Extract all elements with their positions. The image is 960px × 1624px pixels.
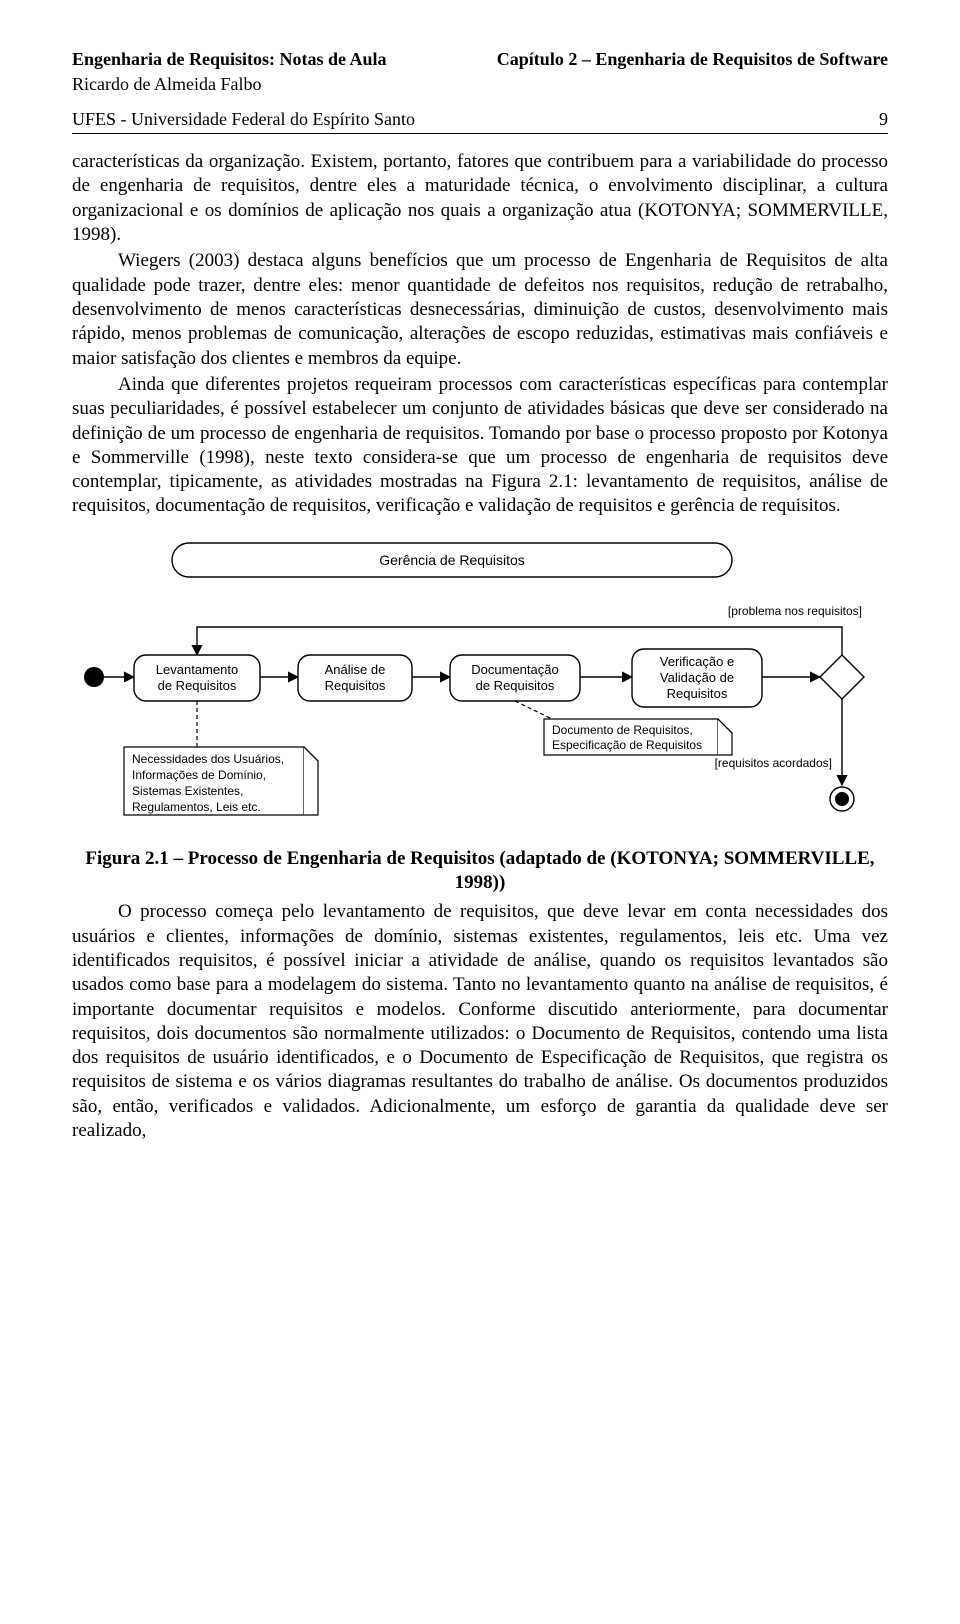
node-levantamento-l2: de Requisitos [158, 678, 237, 693]
body-text: características da organização. Existem,… [72, 150, 888, 519]
node-verificacao-l3: Requisitos [667, 686, 728, 701]
node-levantamento-l1: Levantamento [156, 662, 238, 677]
header-top: Engenharia de Requisitos: Notas de Aula … [72, 48, 888, 71]
final-node-dot [835, 792, 849, 806]
node-documentacao-l1: Documentação [471, 662, 558, 677]
paragraph-2: Ainda que diferentes projetos requeiram … [72, 373, 888, 519]
paragraph-1: Wiegers (2003) destaca alguns benefícios… [72, 249, 888, 371]
note-right-l1: Documento de Requisitos, [552, 723, 693, 737]
activity-diagram: Gerência de Requisitos [problema nos req… [72, 537, 888, 837]
page-number: 9 [879, 108, 888, 131]
node-documentacao-l2: de Requisitos [476, 678, 555, 693]
note-left-l1: Necessidades dos Usuários, [132, 752, 284, 766]
note-right-l2: Especificação de Requisitos [552, 738, 702, 752]
node-verificacao-l1: Verificação e [660, 654, 734, 669]
body-text-after: O processo começa pelo levantamento de r… [72, 900, 888, 1143]
guard-agreed: [requisitos acordados] [715, 756, 832, 770]
initial-node [84, 667, 104, 687]
header-left-title: Engenharia de Requisitos: Notas de Aula [72, 48, 387, 71]
note-right: Documento de Requisitos, Especificação d… [544, 719, 732, 755]
paragraph-3: O processo começa pelo levantamento de r… [72, 900, 888, 1143]
header-institution-row: UFES - Universidade Federal do Espírito … [72, 108, 888, 134]
node-verificacao-l2: Validação de [660, 670, 734, 685]
node-analise-l2: Requisitos [325, 678, 386, 693]
header-institution: UFES - Universidade Federal do Espírito … [72, 108, 415, 131]
note-left: Necessidades dos Usuários, Informações d… [124, 747, 318, 815]
gerencia-label: Gerência de Requisitos [379, 552, 525, 568]
guard-problem: [problema nos requisitos] [728, 604, 862, 618]
paragraph-0: características da organização. Existem,… [72, 150, 888, 247]
header-right-title: Capítulo 2 – Engenharia de Requisitos de… [497, 48, 888, 71]
figure-caption: Figura 2.1 – Processo de Engenharia de R… [72, 847, 888, 895]
header-author: Ricardo de Almeida Falbo [72, 73, 888, 96]
figure: Gerência de Requisitos [problema nos req… [72, 537, 888, 837]
decision-node [820, 655, 864, 699]
note-right-link [515, 701, 552, 719]
page: Engenharia de Requisitos: Notas de Aula … [0, 0, 960, 1205]
note-left-l2: Informações de Domínio, [132, 768, 266, 782]
node-analise-l1: Análise de [325, 662, 386, 677]
note-left-l3: Sistemas Existentes, [132, 784, 243, 798]
note-left-l4: Regulamentos, Leis etc. [132, 800, 261, 814]
